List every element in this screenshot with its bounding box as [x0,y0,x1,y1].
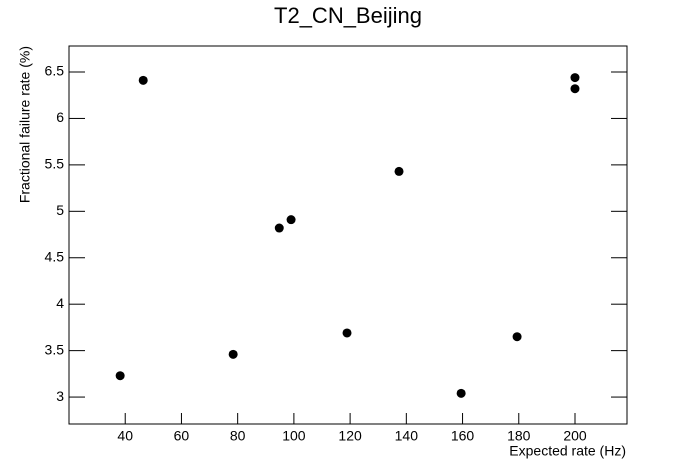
x-tick-label: 120 [338,428,362,444]
x-tick-label: 180 [507,428,531,444]
point [228,349,238,359]
chart-title: T2_CN_Beijing [274,3,422,28]
plot-frame [68,45,628,425]
y-tick-label: 4.5 [45,248,65,264]
x-tick-label: 200 [563,428,587,444]
point [456,388,466,398]
point [512,332,522,342]
x-tick-label: 160 [451,428,475,444]
y-tick-label: 5 [56,202,64,218]
y-axis-title: Fractional failure rate (%) [17,46,33,203]
y-tick-label: 3 [56,388,64,404]
point [138,75,148,85]
y-tick-label: 4 [56,295,64,311]
point [342,328,352,338]
x-tick-label: 40 [117,428,133,444]
y-tick-label: 5.5 [45,156,65,172]
point [570,84,580,94]
x-axis-title: Expected rate (Hz) [509,443,626,459]
x-tick-label: 140 [395,428,419,444]
point [286,215,296,225]
y-tick-label: 6.5 [45,63,65,79]
x-tick-label: 100 [282,428,306,444]
point [570,73,580,83]
y-tick-label: 3.5 [45,341,65,357]
point [394,166,404,176]
y-tick-label: 6 [56,109,64,125]
x-tick-label: 60 [174,428,190,444]
point [274,223,284,233]
x-tick-label: 80 [230,428,246,444]
point [115,371,125,381]
